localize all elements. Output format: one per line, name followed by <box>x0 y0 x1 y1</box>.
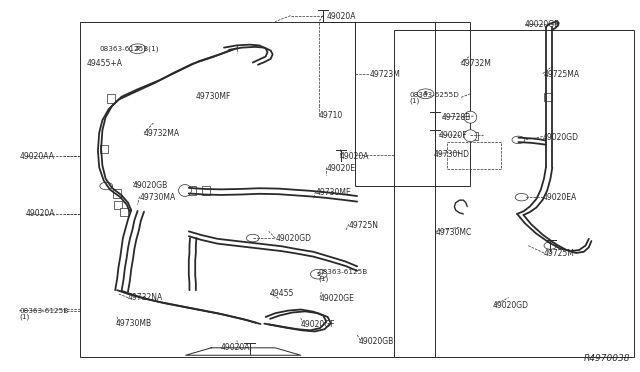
Text: 49730MB: 49730MB <box>115 319 151 328</box>
Bar <box>355 22 470 186</box>
Bar <box>114 201 122 209</box>
Circle shape <box>129 44 146 54</box>
Text: 49020EA: 49020EA <box>543 193 577 202</box>
Text: 49020GB: 49020GB <box>133 182 168 190</box>
Text: 49730MF: 49730MF <box>195 92 230 101</box>
Text: (1): (1) <box>410 98 420 105</box>
Text: 49020GB: 49020GB <box>525 20 560 29</box>
Text: 49710: 49710 <box>319 111 343 120</box>
Bar <box>470 132 479 140</box>
Text: 49723M: 49723M <box>370 70 401 79</box>
Text: 49730MA: 49730MA <box>140 193 176 202</box>
Text: 49020AA: 49020AA <box>19 152 54 161</box>
Text: 49732M: 49732M <box>461 59 492 68</box>
Text: 49020E: 49020E <box>326 164 355 173</box>
Text: 49455: 49455 <box>270 289 294 298</box>
Text: 08363-6125B: 08363-6125B <box>19 308 68 314</box>
Text: 49725M: 49725M <box>544 249 575 258</box>
Text: 49725N: 49725N <box>349 221 379 230</box>
Text: 49732MA: 49732MA <box>144 129 180 138</box>
Circle shape <box>310 269 327 279</box>
Text: 49020GD: 49020GD <box>275 234 311 243</box>
Bar <box>202 186 210 195</box>
Text: R4970038: R4970038 <box>584 354 630 363</box>
Bar <box>120 208 128 216</box>
Circle shape <box>417 89 434 99</box>
Text: 49732NA: 49732NA <box>128 293 163 302</box>
Ellipse shape <box>464 130 477 142</box>
Text: 49020A: 49020A <box>221 343 250 352</box>
Text: S: S <box>136 46 140 51</box>
Circle shape <box>512 136 525 144</box>
Text: 08363-6255D: 08363-6255D <box>410 92 460 98</box>
Text: 49730ME: 49730ME <box>316 188 351 197</box>
Text: S: S <box>317 272 321 277</box>
Circle shape <box>246 234 259 242</box>
Bar <box>106 94 115 103</box>
Bar <box>447 142 501 169</box>
Bar <box>544 93 552 101</box>
Text: 49725MA: 49725MA <box>544 70 580 79</box>
Text: 49020A: 49020A <box>339 152 369 161</box>
Text: 08363-6125B: 08363-6125B <box>318 269 367 275</box>
Text: 08363-6125B(1): 08363-6125B(1) <box>99 45 159 52</box>
Text: 49020GF: 49020GF <box>301 320 335 329</box>
Text: (1): (1) <box>19 314 29 320</box>
Circle shape <box>515 193 528 201</box>
Bar <box>188 186 196 195</box>
Text: 49455+A: 49455+A <box>86 59 122 68</box>
Text: 49020A: 49020A <box>326 12 356 21</box>
Circle shape <box>100 182 113 190</box>
Text: 49020A: 49020A <box>26 209 55 218</box>
Text: 49730MC: 49730MC <box>435 228 472 237</box>
Text: 49020GD: 49020GD <box>543 133 579 142</box>
Ellipse shape <box>179 185 191 196</box>
Bar <box>80 22 435 357</box>
Bar <box>113 189 122 198</box>
Text: (1): (1) <box>318 275 328 282</box>
Text: 49020GE: 49020GE <box>320 294 355 303</box>
Ellipse shape <box>464 111 477 123</box>
Text: 49728B: 49728B <box>442 113 471 122</box>
Bar <box>394 30 634 357</box>
Text: 49020F: 49020F <box>439 131 468 140</box>
Bar <box>100 145 109 153</box>
Text: 49020GD: 49020GD <box>493 301 529 310</box>
Circle shape <box>544 242 557 249</box>
Text: S: S <box>424 91 428 96</box>
Text: 49020GB: 49020GB <box>358 337 394 346</box>
Text: 49730HD: 49730HD <box>434 150 470 159</box>
